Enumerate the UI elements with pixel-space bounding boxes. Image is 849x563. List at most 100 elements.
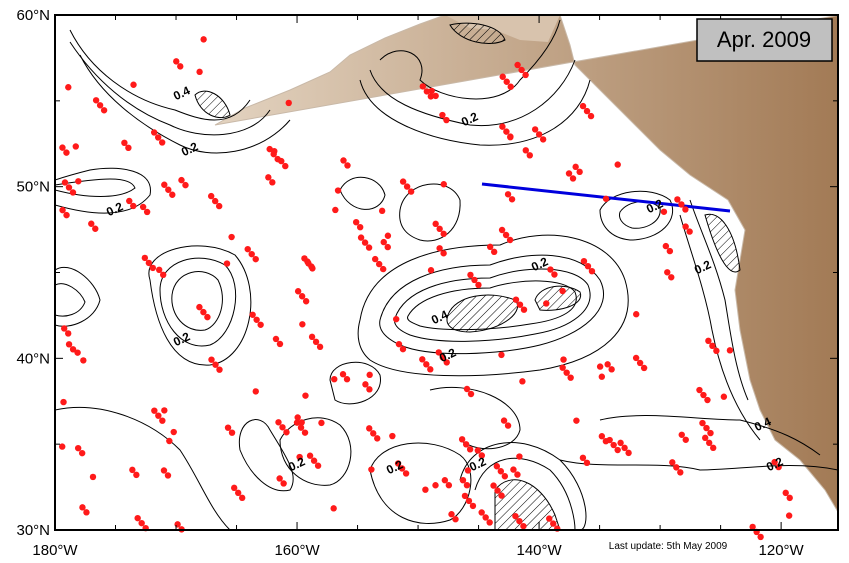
float-dot [208, 356, 215, 363]
float-dot [121, 139, 128, 147]
float-dot [308, 333, 316, 341]
float-dot [306, 452, 314, 459]
float-dot [161, 407, 168, 414]
float-dot [478, 452, 486, 459]
float-dot [143, 208, 151, 216]
float-dot [519, 378, 526, 385]
float-dot [69, 189, 77, 196]
float-dot [583, 107, 591, 115]
float-dot [677, 469, 684, 476]
float-dot [506, 236, 514, 244]
float-dot [130, 202, 137, 210]
float-dot [583, 459, 591, 467]
float-dot [507, 83, 514, 90]
float-dot [92, 97, 100, 104]
float-dot [398, 465, 406, 472]
float-dot [294, 414, 301, 421]
float-dot [432, 92, 439, 100]
float-dot [512, 512, 519, 520]
float-dot [169, 191, 176, 198]
float-dot [130, 81, 137, 88]
float-dot [440, 230, 447, 238]
float-dot [682, 436, 689, 443]
float-dot [510, 466, 517, 473]
float-dot [674, 196, 681, 203]
float-dot [343, 376, 351, 383]
float-dot [340, 157, 347, 164]
float-dot [129, 466, 136, 474]
float-dot [65, 184, 73, 191]
float-dot [512, 296, 520, 303]
float-dot [614, 161, 621, 168]
float-dot [602, 438, 610, 445]
float-dot [298, 419, 305, 426]
float-dot [92, 225, 99, 232]
float-dot [423, 88, 431, 95]
float-dot [252, 388, 259, 395]
float-dot [757, 533, 764, 541]
contour-label: 0.4 [429, 307, 450, 327]
float-dot [419, 83, 427, 90]
float-dot [786, 494, 793, 502]
float-dot [366, 386, 373, 393]
float-dot [145, 259, 153, 267]
float-dot [705, 439, 713, 447]
float-dot [432, 482, 439, 489]
float-dot [682, 206, 689, 213]
contour-label: 0.2 [179, 139, 200, 159]
float-dot [419, 356, 426, 363]
float-dot [503, 78, 510, 85]
contour-label: 0.2 [764, 454, 785, 474]
float-dot [160, 467, 168, 474]
float-dot [598, 433, 606, 440]
float-dot [726, 347, 734, 354]
float-dot [461, 492, 469, 500]
float-dot [139, 203, 147, 211]
contour-label: 0.2 [529, 254, 550, 274]
float-dot [298, 293, 306, 300]
hatch-zone [494, 479, 561, 530]
float-dot [539, 136, 547, 143]
float-dot [516, 517, 523, 525]
float-dot [403, 183, 411, 190]
float-dot [478, 509, 485, 516]
float-dot [439, 354, 446, 361]
float-dot [531, 126, 539, 133]
float-dot [234, 489, 242, 497]
contour-label: 0.2 [692, 257, 713, 277]
float-dot [493, 463, 501, 470]
float-dot [59, 144, 66, 151]
float-dot [402, 470, 410, 477]
float-dot [441, 477, 449, 484]
float-dot [204, 313, 211, 321]
date-box [696, 18, 833, 62]
float-dot [701, 434, 709, 442]
float-dot [301, 429, 309, 436]
float-dot [276, 340, 284, 348]
contour-label: 0.2 [459, 109, 480, 129]
float-dot [344, 162, 351, 169]
float-dot [379, 265, 387, 273]
float-dot [633, 311, 640, 318]
float-dot [166, 437, 173, 445]
float-dot [294, 288, 302, 295]
float-dot [546, 515, 553, 522]
float-dot [668, 274, 675, 281]
float-dot [244, 245, 251, 253]
float-dot [331, 376, 338, 383]
float-dot [448, 511, 455, 518]
float-dot [96, 102, 104, 109]
float-dot [269, 179, 276, 186]
float-dot [365, 244, 373, 251]
x-axis-label: 120°W [759, 542, 805, 559]
float-dot [771, 458, 778, 466]
float-dot [270, 150, 277, 158]
float-dot [427, 366, 434, 373]
float-dot [775, 463, 782, 471]
float-dot [490, 482, 497, 489]
float-dot [678, 431, 685, 438]
float-dot [535, 131, 543, 138]
float-dot [462, 441, 470, 448]
float-dot [604, 361, 611, 368]
float-dot [299, 321, 306, 328]
